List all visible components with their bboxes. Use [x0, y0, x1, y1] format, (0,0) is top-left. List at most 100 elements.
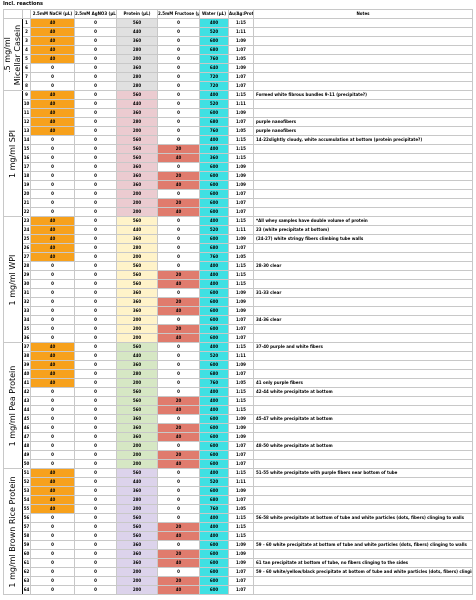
water-cell[interactable]: 600: [199, 459, 229, 469]
reaction-number-cell[interactable]: 51: [22, 468, 31, 478]
agno3-cell[interactable]: 0: [74, 477, 117, 487]
protein-cell[interactable]: 560: [116, 387, 158, 397]
naoh-cell[interactable]: 40: [30, 99, 75, 109]
naoh-cell[interactable]: 40: [30, 18, 75, 28]
naoh-cell[interactable]: 40: [30, 234, 75, 244]
protein-cell[interactable]: 560: [116, 216, 158, 226]
water-cell[interactable]: 600: [199, 306, 229, 316]
note-cell[interactable]: 61 tan precipitate at bottom of tube, no…: [253, 558, 473, 568]
fructose-cell[interactable]: 40: [157, 558, 200, 568]
naoh-cell[interactable]: 0: [30, 540, 75, 550]
agno3-cell[interactable]: 0: [74, 270, 117, 280]
fructose-cell[interactable]: 0: [157, 99, 200, 109]
reaction-number-cell[interactable]: 19: [22, 180, 31, 190]
agno3-cell[interactable]: 0: [74, 180, 117, 190]
reaction-number-cell[interactable]: 33: [22, 306, 31, 316]
ratio-cell[interactable]: 1:09: [228, 36, 254, 46]
agno3-cell[interactable]: 0: [74, 351, 117, 361]
protein-cell[interactable]: 560: [116, 522, 158, 532]
ratio-cell[interactable]: 1:09: [228, 306, 254, 316]
agno3-cell[interactable]: 0: [74, 234, 117, 244]
note-cell[interactable]: 31-33 clear: [253, 288, 473, 298]
agno3-cell[interactable]: 0: [74, 576, 117, 586]
reaction-number-cell[interactable]: 48: [22, 441, 31, 451]
protein-cell[interactable]: 360: [116, 423, 158, 433]
reaction-number-cell[interactable]: 3: [22, 36, 31, 46]
fructose-cell[interactable]: 0: [157, 351, 200, 361]
ratio-cell[interactable]: 1:09: [228, 63, 254, 73]
note-cell[interactable]: [253, 297, 473, 307]
water-cell[interactable]: 600: [199, 450, 229, 460]
header-cell[interactable]: [22, 9, 31, 19]
naoh-cell[interactable]: 40: [30, 36, 75, 46]
water-cell[interactable]: 600: [199, 198, 229, 208]
water-cell[interactable]: 400: [199, 216, 229, 226]
agno3-cell[interactable]: 0: [74, 567, 117, 577]
water-cell[interactable]: 400: [199, 513, 229, 523]
protein-cell[interactable]: 560: [116, 90, 158, 100]
reaction-number-cell[interactable]: 58: [22, 531, 31, 541]
naoh-cell[interactable]: 40: [30, 369, 75, 379]
fructose-cell[interactable]: 40: [157, 153, 200, 163]
protein-cell[interactable]: 360: [116, 63, 158, 73]
protein-cell[interactable]: 200: [116, 126, 158, 136]
protein-cell[interactable]: 360: [116, 234, 158, 244]
ratio-cell[interactable]: 1:11: [228, 99, 254, 109]
ratio-cell[interactable]: 1:09: [228, 414, 254, 424]
ratio-cell[interactable]: 1:15: [228, 342, 254, 352]
water-cell[interactable]: 720: [199, 81, 229, 91]
water-cell[interactable]: 760: [199, 504, 229, 514]
reaction-number-cell[interactable]: 4: [22, 45, 31, 55]
water-cell[interactable]: 400: [199, 90, 229, 100]
header-cell[interactable]: 2.5mM AgNO3 (µL): [74, 9, 117, 19]
protein-cell[interactable]: 200: [116, 333, 158, 343]
agno3-cell[interactable]: 0: [74, 378, 117, 388]
reaction-number-cell[interactable]: 24: [22, 225, 31, 235]
protein-cell[interactable]: 560: [116, 531, 158, 541]
agno3-cell[interactable]: 0: [74, 252, 117, 262]
note-cell[interactable]: [253, 270, 473, 280]
note-cell[interactable]: [253, 18, 473, 28]
fructose-cell[interactable]: 0: [157, 126, 200, 136]
note-cell[interactable]: [253, 279, 473, 289]
protein-cell[interactable]: 560: [116, 396, 158, 406]
water-cell[interactable]: 400: [199, 468, 229, 478]
reaction-number-cell[interactable]: 39: [22, 360, 31, 370]
fructose-cell[interactable]: 40: [157, 333, 200, 343]
protein-cell[interactable]: 200: [116, 207, 158, 217]
note-cell[interactable]: [253, 585, 473, 595]
note-cell[interactable]: [253, 171, 473, 181]
ratio-cell[interactable]: 1:05: [228, 126, 254, 136]
agno3-cell[interactable]: 0: [74, 549, 117, 559]
protein-cell[interactable]: 360: [116, 171, 158, 181]
agno3-cell[interactable]: 0: [74, 288, 117, 298]
fructose-cell[interactable]: 20: [157, 198, 200, 208]
note-cell[interactable]: 45-47 white precipitate at bottom: [253, 414, 473, 424]
naoh-cell[interactable]: 40: [30, 27, 75, 37]
reaction-number-cell[interactable]: 64: [22, 585, 31, 595]
fructose-cell[interactable]: 40: [157, 432, 200, 442]
naoh-cell[interactable]: 0: [30, 171, 75, 181]
naoh-cell[interactable]: 0: [30, 279, 75, 289]
note-cell[interactable]: [253, 153, 473, 163]
header-cell[interactable]: 2.5mM NaCH (µL): [30, 9, 75, 19]
protein-cell[interactable]: 440: [116, 351, 158, 361]
agno3-cell[interactable]: 0: [74, 90, 117, 100]
ratio-cell[interactable]: 1:07: [228, 567, 254, 577]
note-cell[interactable]: [253, 423, 473, 433]
naoh-cell[interactable]: 40: [30, 342, 75, 352]
naoh-cell[interactable]: 0: [30, 567, 75, 577]
water-cell[interactable]: 400: [199, 135, 229, 145]
naoh-cell[interactable]: 40: [30, 45, 75, 55]
ratio-cell[interactable]: 1:07: [228, 585, 254, 595]
protein-cell[interactable]: 360: [116, 558, 158, 568]
reaction-number-cell[interactable]: 17: [22, 162, 31, 172]
fructose-cell[interactable]: 0: [157, 468, 200, 478]
naoh-cell[interactable]: 40: [30, 351, 75, 361]
agno3-cell[interactable]: 0: [74, 405, 117, 415]
note-cell[interactable]: [253, 180, 473, 190]
water-cell[interactable]: 520: [199, 27, 229, 37]
protein-cell[interactable]: 200: [116, 54, 158, 64]
protein-cell[interactable]: 440: [116, 27, 158, 37]
agno3-cell[interactable]: 0: [74, 459, 117, 469]
